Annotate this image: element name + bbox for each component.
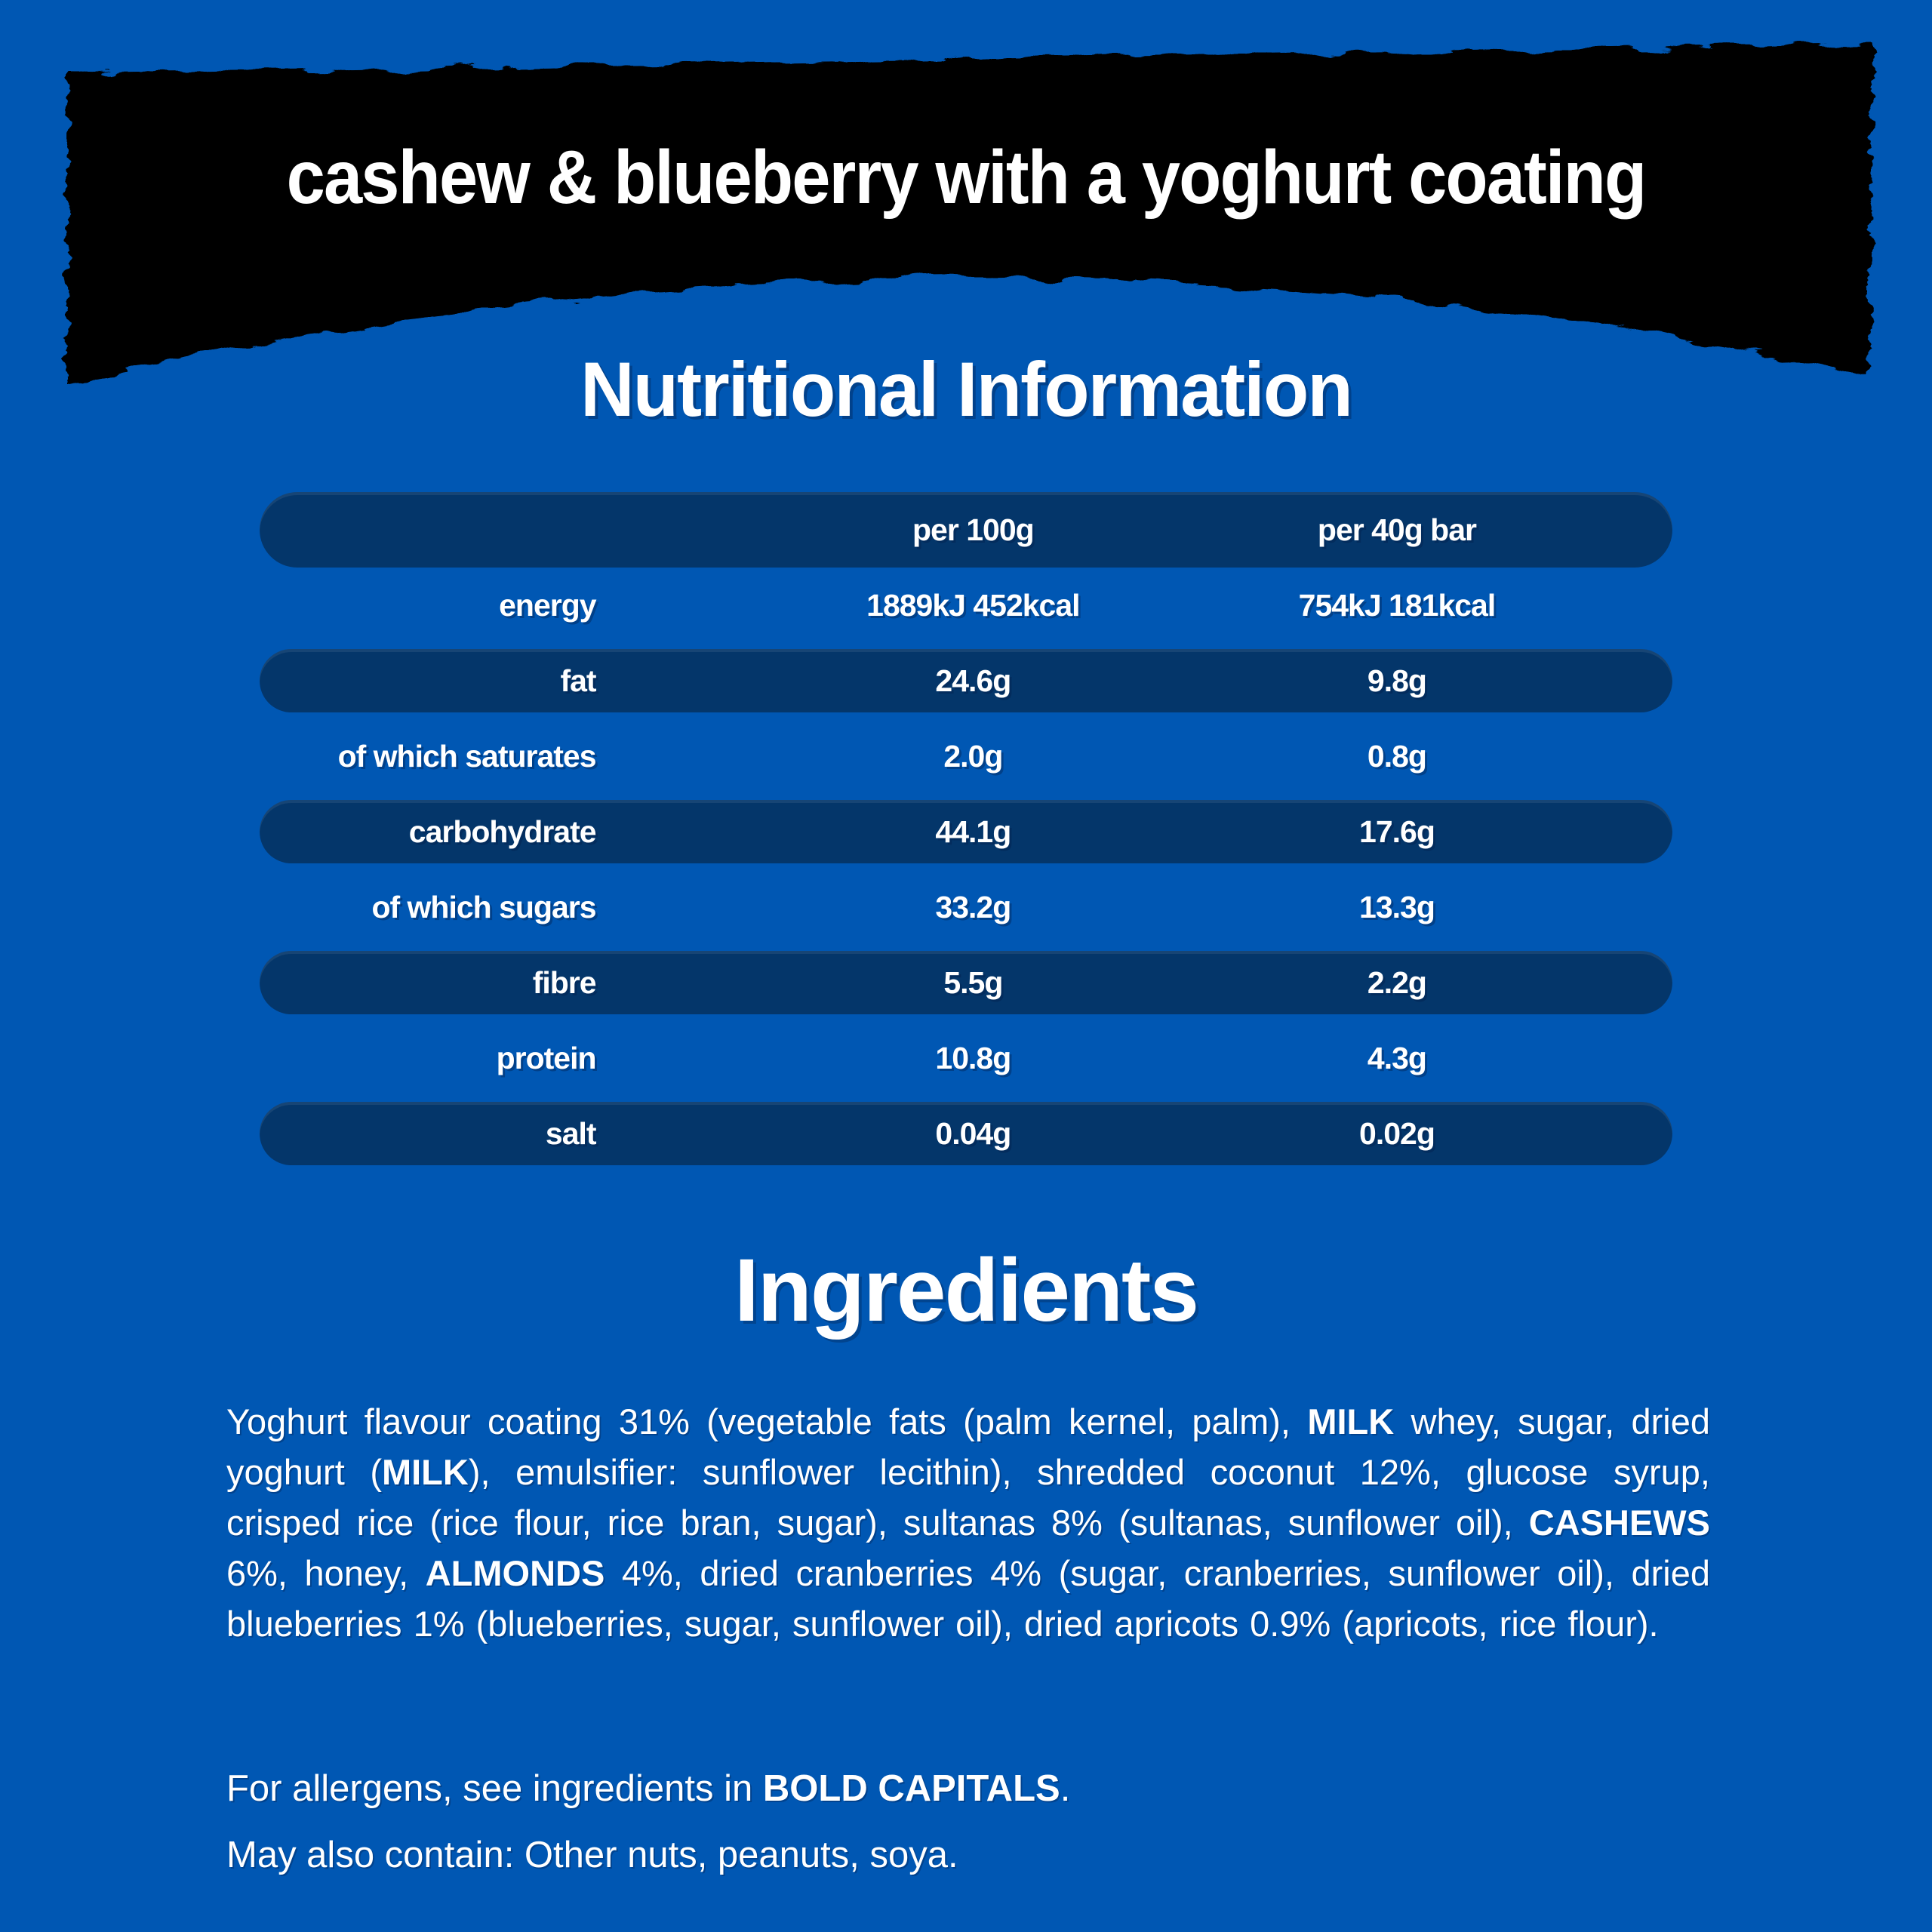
allergen-note-segment-0: For allergens, see ingredients in [226,1768,763,1809]
column-header-per-100g: per 100g [912,512,1035,547]
allergen-note-segment-2: . [1060,1768,1071,1809]
ingredients-paragraph: Yoghurt flavour coating 31% (vegetable f… [226,1396,1710,1649]
row-label-of-which-sugars: of which sugars [371,889,596,924]
table-row-energy: energy 1889kJ 452kcal 754kJ 181kcal [260,568,1672,643]
table-row-fat: fat 24.6g 9.8g [260,649,1672,712]
value-per-100g-fibre: 5.5g [943,964,1003,1000]
ingredients-section-title: Ingredients [734,1241,1199,1340]
row-label-protein: protein [496,1040,597,1075]
nutrition-table-header-row: per 100g per 40g bar [260,492,1672,568]
ingredients-paragraph-segment-7: ALMONDS [425,1553,605,1593]
table-row-fibre: fibre 5.5g 2.2g [260,951,1672,1014]
table-row-of-which-saturates: of which saturates 2.0g 0.8g [260,718,1672,794]
value-per-40g-bar-protein: 4.3g [1367,1040,1427,1075]
ingredients-paragraph-segment-1: MILK [1307,1401,1395,1441]
nutrition-table: per 100g per 40g bar energy 1889kJ 452kca… [260,492,1672,1171]
ingredients-paragraph-segment-0: Yoghurt flavour coating 31% (vegetable f… [226,1401,1308,1441]
value-per-40g-bar-fat: 9.8g [1367,663,1427,698]
ingredients-paragraph-segment-5: CASHEWS [1528,1503,1710,1543]
table-row-salt: salt 0.04g 0.02g [260,1102,1672,1165]
value-per-100g-of-which-saturates: 2.0g [943,738,1003,774]
allergen-note: For allergens, see ingredients in BOLD C… [226,1766,1710,1811]
table-row-carbohydrate: carbohydrate 44.1g 17.6g [260,800,1672,863]
row-label-fibre: fibre [532,964,597,1000]
ingredients-paragraph-segment-4: ), emulsifier: sunflower lecithin), shre… [226,1452,1710,1543]
ingredients-paragraph-segment-8: 4%, dried cranberries 4% (sugar, cranber… [226,1553,1710,1644]
nutrition-section-title: Nutritional Information [580,346,1353,432]
ingredients-paragraph-segment-3: MILK [381,1452,469,1492]
value-per-100g-salt: 0.04g [935,1115,1011,1151]
table-row-protein: protein 10.8g 4.3g [260,1020,1672,1096]
value-per-40g-bar-salt: 0.02g [1359,1115,1435,1151]
value-per-40g-bar-energy: 754kJ 181kcal [1298,587,1497,623]
row-label-fat: fat [560,663,596,698]
value-per-40g-bar-fibre: 2.2g [1367,964,1427,1000]
torn-black-banner [66,45,1873,382]
value-per-100g-of-which-sugars: 33.2g [935,889,1011,924]
product-flavour-title: cashew & blueberry with a yoghurt coatin… [286,135,1647,220]
ingredients-paragraph-segment-6: 6%, honey, [226,1553,426,1593]
value-per-40g-bar-of-which-saturates: 0.8g [1367,738,1427,774]
value-per-100g-fat: 24.6g [935,663,1011,698]
row-label-energy: energy [499,587,596,623]
value-per-100g-energy: 1889kJ 452kcal [866,587,1080,623]
row-label-of-which-saturates: of which saturates [337,738,597,774]
value-per-40g-bar-of-which-sugars: 13.3g [1359,889,1435,924]
may-contain-note: May also contain: Other nuts, peanuts, s… [226,1835,958,1875]
column-header-per-40g-bar: per 40g bar [1317,512,1477,547]
table-row-of-which-sugars: of which sugars 33.2g 13.3g [260,869,1672,945]
row-label-salt: salt [545,1115,597,1151]
row-label-carbohydrate: carbohydrate [408,814,597,849]
ingredients-paragraph-segment-2: whey, sugar, dried yoghurt ( [226,1401,1710,1492]
value-per-40g-bar-carbohydrate: 17.6g [1359,814,1435,849]
value-per-100g-carbohydrate: 44.1g [935,814,1011,849]
allergen-note-segment-1: BOLD CAPITALS [762,1768,1060,1809]
value-per-100g-protein: 10.8g [935,1040,1011,1075]
